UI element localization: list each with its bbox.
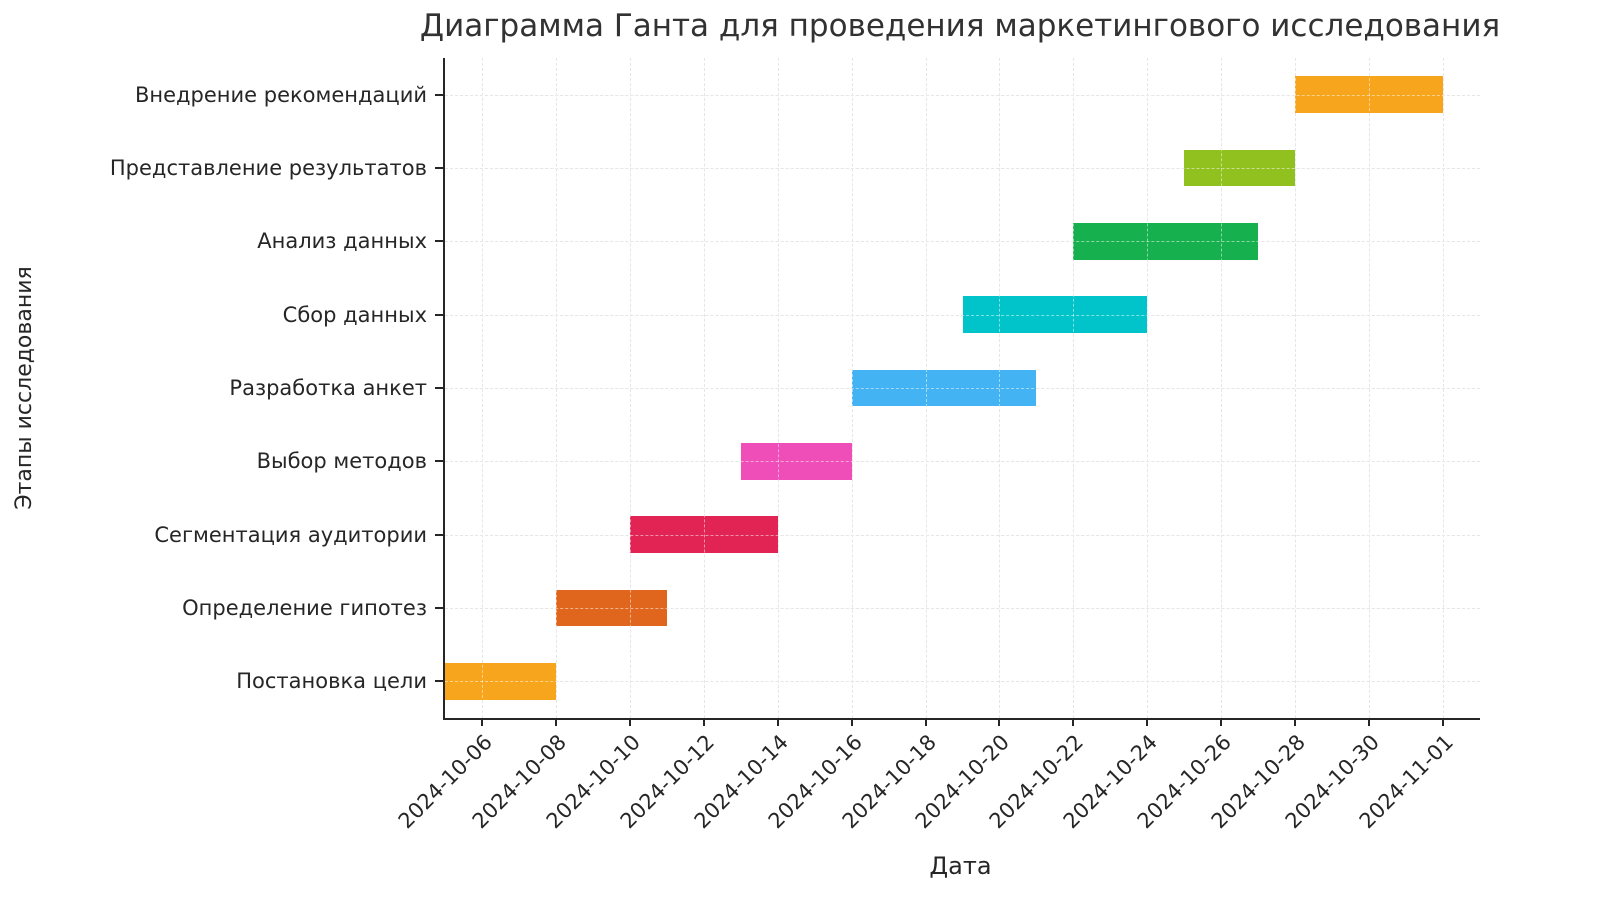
x-tick-mark: [924, 718, 927, 726]
x-tick-mark: [1294, 718, 1297, 726]
x-tick-mark: [1442, 718, 1445, 726]
gantt-bar: [445, 663, 556, 700]
gantt-bar: [740, 443, 852, 480]
gantt-bar: [1073, 223, 1259, 260]
y-axis-title: Этапы исследования: [12, 266, 37, 510]
gridline-horizontal: [445, 681, 1480, 683]
y-tick-label: Сбор данных: [282, 302, 427, 327]
x-tick-mark: [1368, 718, 1371, 726]
gantt-bar: [629, 516, 778, 553]
gantt-bar: [555, 589, 667, 627]
gantt-bar: [1295, 76, 1444, 113]
y-tick-label: Выбор методов: [256, 449, 427, 474]
gridline-vertical: [1295, 58, 1297, 718]
y-tick-mark: [435, 93, 443, 96]
gridline-vertical-overlay: [1073, 58, 1075, 718]
y-tick-mark: [435, 240, 443, 243]
y-tick-mark: [435, 167, 443, 169]
gantt-bar: [962, 296, 1148, 333]
gridline-vertical: [481, 58, 483, 718]
gridline-vertical: [1073, 58, 1075, 718]
chart-title: Диаграмма Ганта для проведения маркетинг…: [419, 8, 1501, 44]
x-tick-mark: [1146, 718, 1149, 726]
y-tick-mark: [435, 680, 443, 683]
plot-area: [435, 58, 1480, 726]
gridline-horizontal: [445, 461, 1480, 463]
gridline-vertical: [703, 58, 705, 718]
y-axis-tick-labels: Внедрение рекомендаций Представление резу…: [0, 58, 427, 718]
y-tick-label: Постановка цели: [236, 669, 427, 694]
gridline-vertical: [1369, 58, 1371, 718]
x-tick-mark: [480, 718, 483, 726]
y-tick-label: Определение гипотез: [182, 596, 427, 620]
y-tick-mark: [435, 387, 443, 389]
gridline-horizontal-overlay: [445, 461, 1480, 463]
gridline-horizontal: [445, 241, 1480, 243]
gridline-vertical: [1443, 58, 1445, 718]
gridline-horizontal-overlay: [445, 241, 1480, 243]
gridline-horizontal-overlay: [445, 681, 1480, 683]
x-tick-mark: [998, 718, 1001, 726]
gridline-horizontal: [445, 534, 1480, 536]
gantt-bar: [1184, 149, 1296, 187]
x-tick-mark: [702, 718, 705, 726]
gridline-horizontal-overlay: [445, 534, 1480, 536]
gridline-vertical-overlay: [1369, 58, 1371, 718]
y-tick-label: Сегментация аудитории: [154, 522, 427, 547]
y-tick-mark: [435, 533, 443, 536]
x-tick-mark: [776, 718, 779, 726]
y-tick-label: Разработка анкет: [229, 376, 427, 400]
y-tick-label: Внедрение рекомендаций: [134, 82, 427, 107]
gridline-vertical-overlay: [1443, 58, 1445, 718]
x-tick-mark: [850, 718, 853, 726]
gridline-vertical-overlay: [703, 58, 705, 718]
gridline-vertical-overlay: [1295, 58, 1297, 718]
gridline-horizontal: [445, 168, 1480, 169]
y-tick-label: Представление результатов: [109, 156, 427, 180]
y-tick-label: Анализ данных: [257, 229, 427, 254]
gridline-vertical-overlay: [481, 58, 483, 718]
gridline-vertical: [1147, 58, 1149, 718]
gridline-vertical-overlay: [1147, 58, 1149, 718]
gantt-bar: [851, 369, 1037, 407]
gridline-horizontal-overlay: [445, 168, 1480, 169]
gridline-vertical-overlay: [777, 58, 779, 718]
y-tick-mark: [435, 313, 443, 316]
x-tick-mark: [554, 718, 557, 726]
x-tick-mark: [1072, 718, 1075, 726]
y-tick-mark: [435, 460, 443, 463]
gridline-vertical: [777, 58, 779, 718]
y-tick-mark: [435, 607, 443, 609]
x-axis-title: Дата: [929, 852, 992, 880]
x-tick-mark: [1220, 718, 1223, 726]
x-tick-mark: [628, 718, 631, 726]
